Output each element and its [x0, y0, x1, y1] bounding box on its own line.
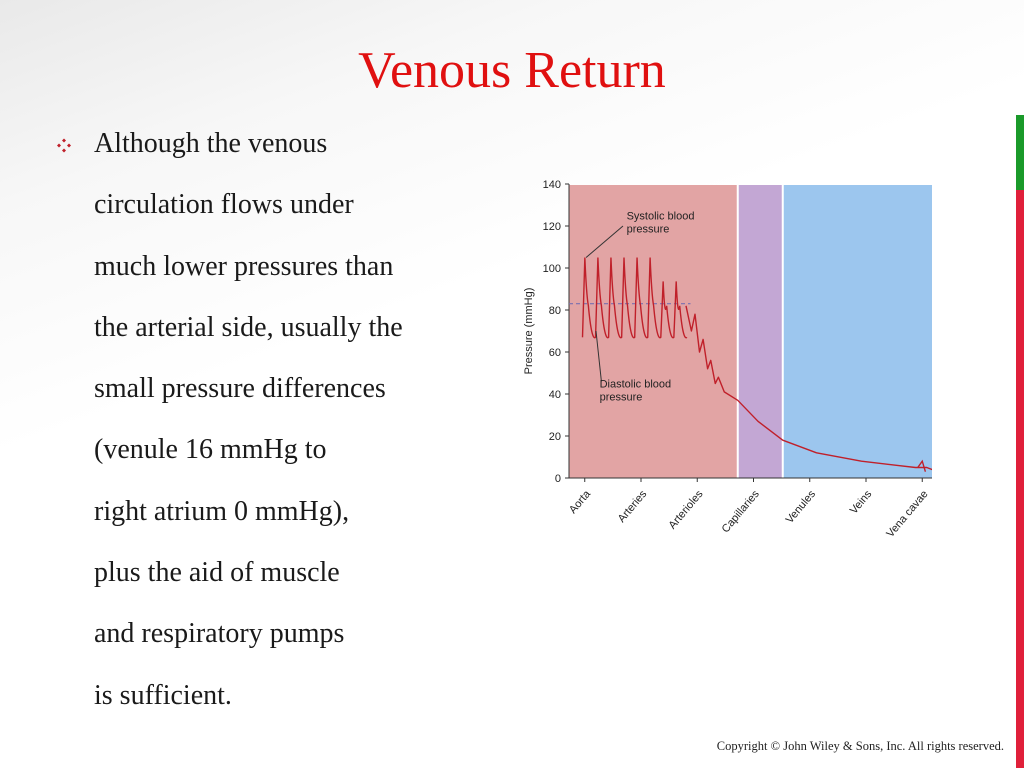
- y-tick-label: 140: [543, 179, 561, 191]
- y-tick-label: 40: [549, 389, 561, 401]
- bullet-line: (venule 16 mmHg to: [94, 434, 327, 466]
- bullet-line: Although the venous: [94, 128, 328, 159]
- diastolic-annotation-line2: pressure: [600, 392, 643, 404]
- pressure-chart: 0 20 40 60 80 100 120 140 Pressure (mmHg) Aorta Ar…: [512, 172, 932, 542]
- y-tick-label: 0: [555, 473, 561, 485]
- diastolic-leader: [595, 330, 602, 382]
- region-capillary: [737, 185, 783, 478]
- y-tick-label: 80: [549, 305, 561, 317]
- vena-cava-wiggle: [917, 459, 927, 472]
- bullet-line: plus the aid of muscle: [94, 557, 340, 589]
- y-tick-label: 20: [549, 431, 561, 443]
- bullet-line: much lower pressures than: [94, 250, 394, 282]
- y-axis-label: Pressure (mmHg): [523, 288, 535, 375]
- accent-bar-green: [1016, 115, 1024, 190]
- x-tick-label: Vena cavae: [884, 488, 930, 540]
- bullet-line: is sufficient.: [94, 679, 232, 711]
- diastolic-annotation-line1: Diastolic blood: [600, 379, 672, 391]
- x-tick-label: Aorta: [567, 488, 594, 517]
- systolic-annotation-line2: pressure: [627, 224, 670, 236]
- copyright-notice: Copyright © John Wiley & Sons, Inc. All …: [716, 739, 1004, 753]
- systolic-annotation-line1: Systolic blood: [627, 211, 695, 223]
- slide-title: Venous Return: [358, 42, 666, 99]
- bullet-line: circulation flows under: [94, 189, 354, 221]
- x-tick-label: Capillaries: [720, 488, 763, 535]
- accent-bar-red: [1016, 190, 1024, 768]
- bullet-text: Although the venous circulation flows un…: [94, 124, 403, 737]
- pressure-line: [685, 305, 932, 471]
- pressure-chart-svg: 0 20 40 60 80 100 120 140 Pressure (mmHg) Aorta Ar…: [523, 179, 932, 540]
- arterial-waveform: [581, 257, 688, 339]
- x-tick-label: Veins: [848, 488, 875, 517]
- bullet-line: right atrium 0 mmHg),: [94, 495, 350, 527]
- x-tick-label: Arterioles: [666, 488, 705, 532]
- bullet-line: and respiratory pumps: [94, 618, 345, 650]
- region-arterial: [569, 185, 738, 478]
- y-tick-label: 60: [549, 347, 561, 359]
- y-tick-label: 120: [543, 221, 561, 233]
- y-tick-label: 100: [543, 263, 561, 275]
- region-venous: [782, 185, 932, 478]
- x-tick-label: Venules: [784, 488, 819, 526]
- bullet-line: the arterial side, usually the: [94, 311, 403, 343]
- x-tick-label: Arteries: [616, 488, 650, 525]
- diamond-bullet-icon: [57, 138, 71, 153]
- systolic-leader: [585, 225, 624, 258]
- bullet-line: small pressure differences: [94, 373, 386, 405]
